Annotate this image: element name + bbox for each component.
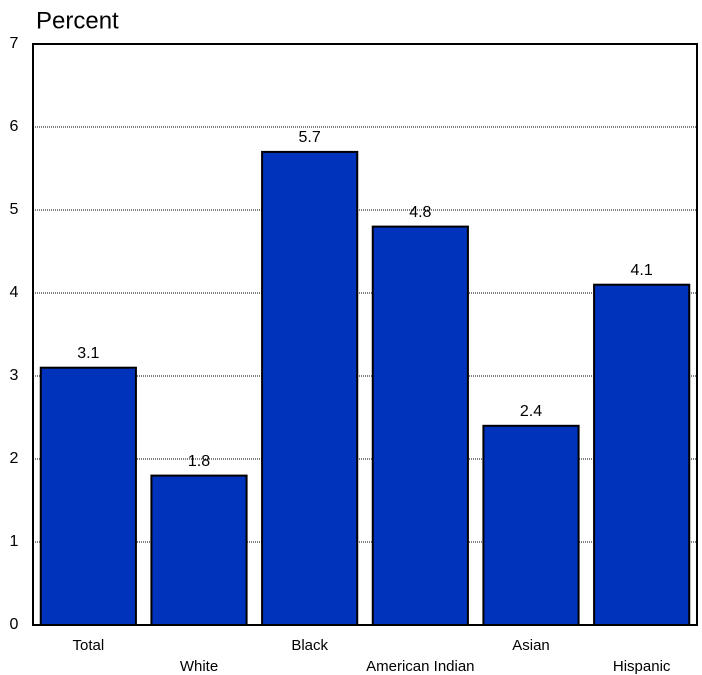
bar [39,366,137,626]
x-tick-label: Total [72,637,104,654]
plot-frame [32,43,698,626]
y-tick-label: 6 [10,118,19,135]
y-tick-label: 2 [10,450,19,467]
y-axis-label: Percent [36,7,119,34]
y-tick-label: 3 [10,367,19,384]
bar [593,283,691,626]
y-tick-label: 0 [10,616,19,633]
bar [261,150,359,626]
value-label: 4.1 [631,262,653,279]
value-label: 4.8 [409,204,431,221]
y-tick-label: 7 [10,35,19,52]
y-tick-label: 4 [10,284,19,301]
value-label: 2.4 [520,403,542,420]
value-label: 1.8 [188,453,210,470]
bar [371,225,469,626]
y-tick-label: 1 [10,533,19,550]
x-tick-label: Asian [512,637,550,654]
x-tick-label: Black [291,637,328,654]
x-tick-label: Hispanic [613,658,671,675]
y-tick-label: 5 [10,201,19,218]
value-label: 5.7 [299,129,321,146]
bar [482,424,580,626]
bar [150,474,248,626]
x-tick-label: White [180,658,218,675]
value-label: 3.1 [77,345,99,362]
x-tick-label: American Indian [366,658,474,675]
